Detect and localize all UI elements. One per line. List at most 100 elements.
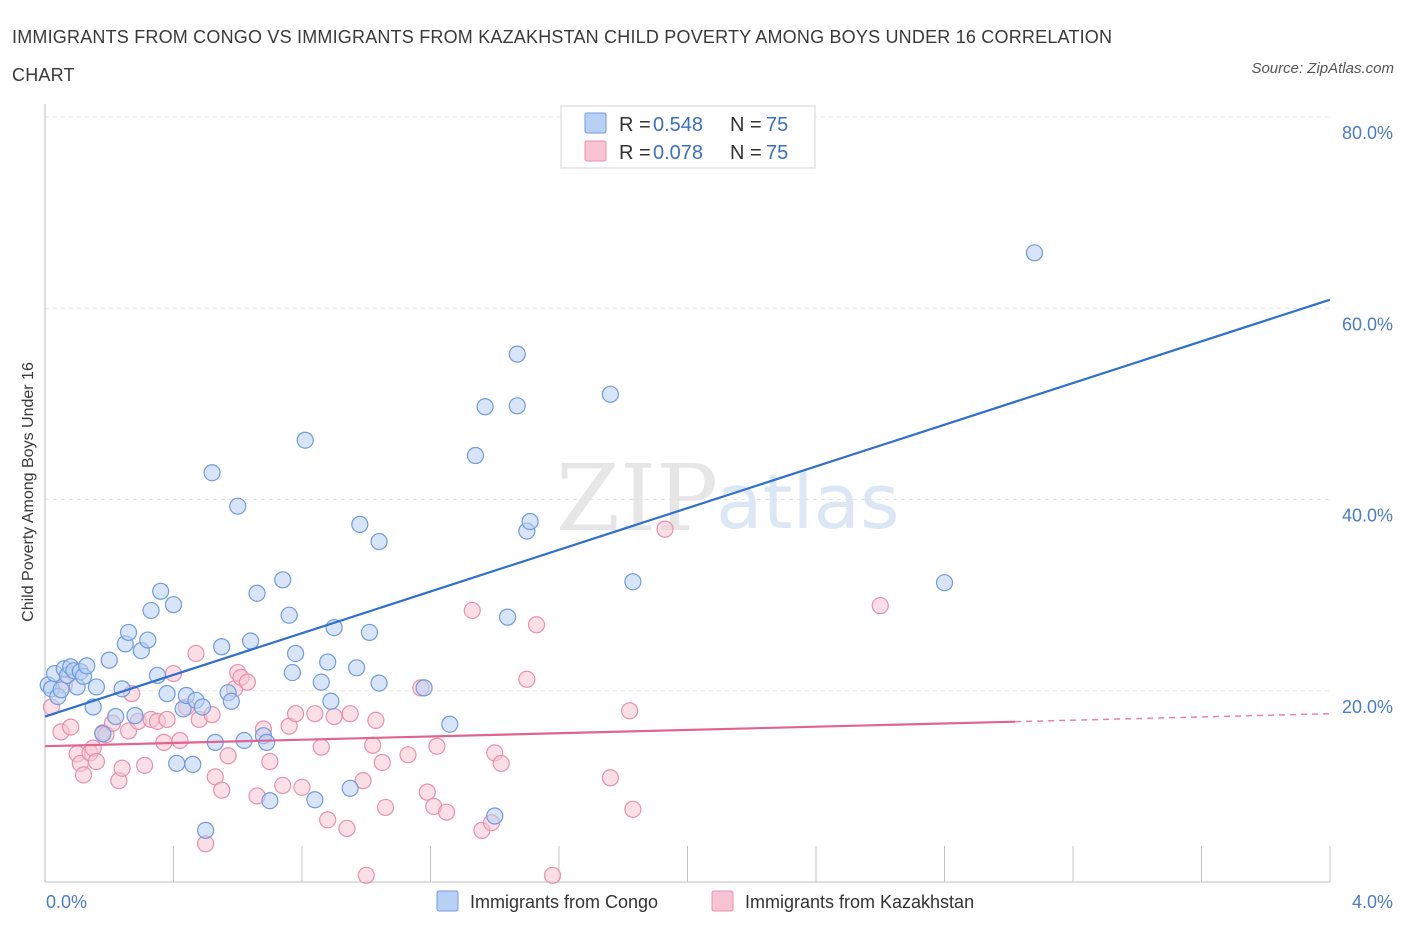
kazakhstan-point [624, 800, 642, 818]
watermark-zip: ZIP [556, 445, 718, 552]
congo-point [499, 608, 517, 626]
congo-point [274, 571, 292, 589]
congo-point [521, 512, 539, 531]
congo-point [197, 821, 215, 839]
congo-point [52, 681, 70, 699]
correlation-legend: R = 0.548 N = 75 R = 0.078 N = 75 [560, 105, 816, 169]
x-tick-label: 0.0% [46, 892, 87, 912]
y-tick-labels: 20.0% 40.0% 60.0% 80.0% [1342, 123, 1393, 717]
legend-swatch-kazakhstan [584, 140, 607, 162]
congo-point [107, 707, 125, 726]
congo-point [601, 385, 620, 403]
legend-n-label-1: N = [730, 114, 762, 136]
legend-n-value-1: 75 [766, 114, 788, 136]
kazakhstan-point [871, 597, 889, 615]
kazakhstan-point [306, 705, 324, 723]
congo-point [508, 397, 526, 415]
congo-point [360, 623, 379, 642]
congo-point [280, 606, 298, 624]
congo-point [415, 679, 433, 697]
congo-point [139, 631, 157, 649]
congo-point [164, 596, 183, 614]
source-credit: Source: ZipAtlas.com [1251, 60, 1394, 77]
congo-point [152, 582, 170, 600]
series-congo-points [39, 244, 1044, 839]
congo-point [466, 446, 485, 465]
congo-point [441, 715, 459, 733]
kazakhstan-point [527, 616, 546, 634]
kazakhstan-point [354, 772, 372, 790]
congo-point [229, 497, 247, 515]
congo-point [1025, 244, 1044, 262]
congo-point [341, 779, 359, 797]
kazakhstan-point [238, 673, 256, 691]
congo-point [322, 692, 340, 710]
kazakhstan-point [171, 731, 189, 750]
congo-point [213, 638, 231, 656]
kazakhstan-point [601, 769, 620, 787]
legend-n-value-2: 75 [766, 142, 788, 164]
kazakhstan-point [543, 866, 562, 884]
kazakhstan-point [219, 747, 237, 765]
kazakhstan-point [364, 736, 382, 754]
kazakhstan-point [158, 710, 176, 729]
congo-point [184, 755, 202, 773]
legend-n-label-2: N = [730, 142, 762, 164]
congo-point [119, 623, 138, 642]
y-tick-label: 80.0% [1342, 123, 1393, 143]
legend-swatch-congo [584, 112, 607, 134]
kazakhstan-point [338, 819, 356, 838]
trend-lines [44, 298, 1331, 748]
congo-point [624, 573, 642, 591]
kazakhstan-point [463, 601, 481, 620]
gridlines [45, 116, 1330, 692]
congo-point [87, 678, 106, 696]
x-tick-labels: 0.0% 4.0% [46, 892, 1393, 912]
kazakhstan-point [367, 711, 385, 729]
congo-point [370, 674, 388, 692]
kazakhstan-point [187, 644, 205, 663]
congo-point [203, 464, 221, 482]
congo-point [296, 431, 314, 449]
kazakhstan-point [325, 707, 343, 726]
kazakhstan-point [135, 756, 154, 774]
kazakhstan-point [274, 776, 292, 795]
congo-point [168, 754, 186, 773]
kazakhstan-point [62, 718, 80, 736]
y-tick-label: 20.0% [1342, 697, 1393, 717]
kazakhstan-point [656, 520, 674, 538]
legend-r-label-2: R = [619, 142, 651, 164]
congo-point [100, 651, 118, 669]
congo-point [508, 345, 526, 363]
y-axis-label: Child Poverty Among Boys Under 16 [20, 362, 37, 622]
kazakhstan-point [357, 866, 375, 884]
kazakhstan-point [621, 702, 639, 720]
congo-point [348, 659, 366, 677]
legend-r-label-1: R = [619, 114, 651, 136]
kazakhstan-point [376, 798, 395, 817]
kazakhstan-point [418, 783, 436, 801]
kazakhstan-point [261, 752, 279, 771]
congo-point [312, 673, 330, 691]
legend-r-value-2: 0.078 [653, 142, 703, 164]
congo-point [78, 657, 96, 675]
congo-point [242, 632, 260, 650]
series-legend: Immigrants from Congo Immigrants from Ka… [436, 890, 974, 912]
congo-point [248, 584, 266, 602]
bottom-legend-label-congo: Immigrants from Congo [470, 892, 658, 912]
trend-line-kazakhstan-extension [1015, 712, 1331, 723]
kazakhstan-point [437, 803, 456, 821]
kazakhstan-point [492, 754, 510, 773]
bottom-legend-swatch-kazakhstan [711, 890, 734, 912]
watermark-atlas: atlas [716, 457, 900, 546]
kazakhstan-point [293, 778, 311, 796]
congo-point [193, 698, 212, 716]
congo-point [476, 398, 494, 416]
kazakhstan-point [312, 738, 330, 756]
congo-point [222, 692, 240, 710]
kazakhstan-point [518, 670, 536, 688]
kazakhstan-point [341, 705, 359, 723]
congo-point [351, 515, 369, 533]
series-kazakhstan-points [42, 520, 889, 884]
